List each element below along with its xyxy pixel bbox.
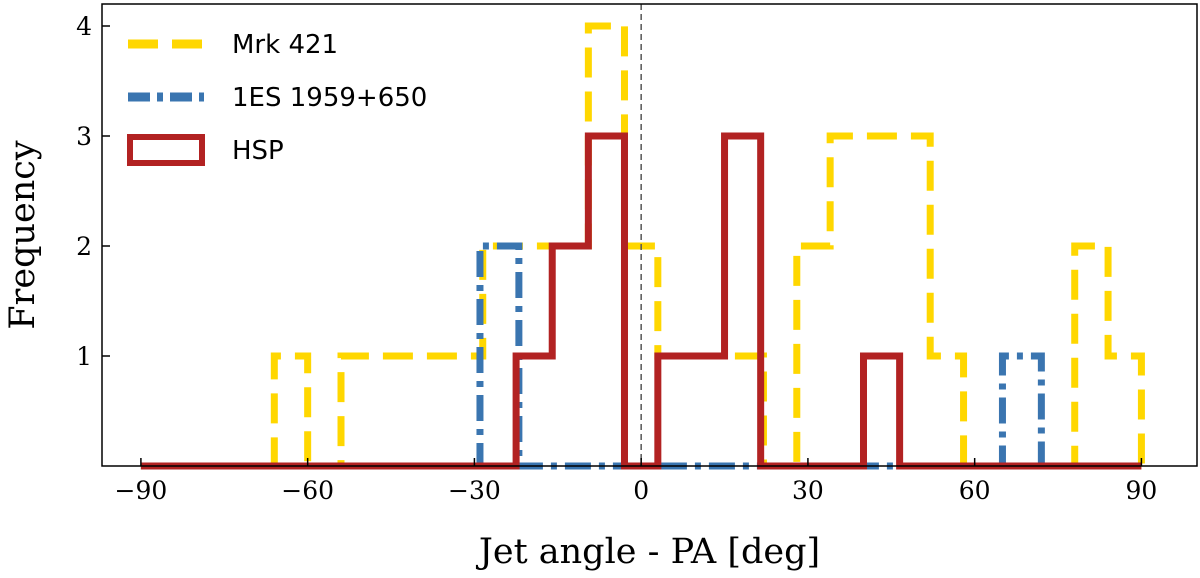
plot-frame xyxy=(101,3,1198,467)
y-axis-label: Frequency xyxy=(3,140,43,330)
y-tick-label: 4 xyxy=(76,12,92,41)
legend-label-mrk421: Mrk 421 xyxy=(232,30,338,60)
y-tick-label: 1 xyxy=(76,342,92,371)
y-tick-label: 3 xyxy=(76,122,92,151)
x-tick-label: 60 xyxy=(959,476,991,505)
series-hsp-step xyxy=(140,132,1142,470)
x-tick-label: 30 xyxy=(792,476,824,505)
legend: Mrk 421 1ES 1959+650 HSP xyxy=(127,30,427,166)
legend-entry-1es1959: 1ES 1959+650 xyxy=(128,83,427,113)
x-tick-label: 0 xyxy=(633,476,649,505)
legend-entry-hsp: HSP xyxy=(127,134,284,166)
y-tick-label: 2 xyxy=(76,232,92,261)
legend-swatch-hsp xyxy=(127,134,205,166)
x-tick-label: −90 xyxy=(115,476,168,505)
x-tick-label: −60 xyxy=(281,476,334,505)
x-tick-label: −30 xyxy=(448,476,501,505)
x-tick-label: 90 xyxy=(1126,476,1158,505)
x-axis-label: Jet angle - PA [deg] xyxy=(476,532,820,572)
axes-layer: −90 −60 −30 0 30 60 90 1 2 3 4 xyxy=(76,3,1198,505)
legend-label-1es1959: 1ES 1959+650 xyxy=(232,83,427,113)
legend-entry-mrk421: Mrk 421 xyxy=(128,30,338,60)
legend-label-hsp: HSP xyxy=(232,136,284,166)
